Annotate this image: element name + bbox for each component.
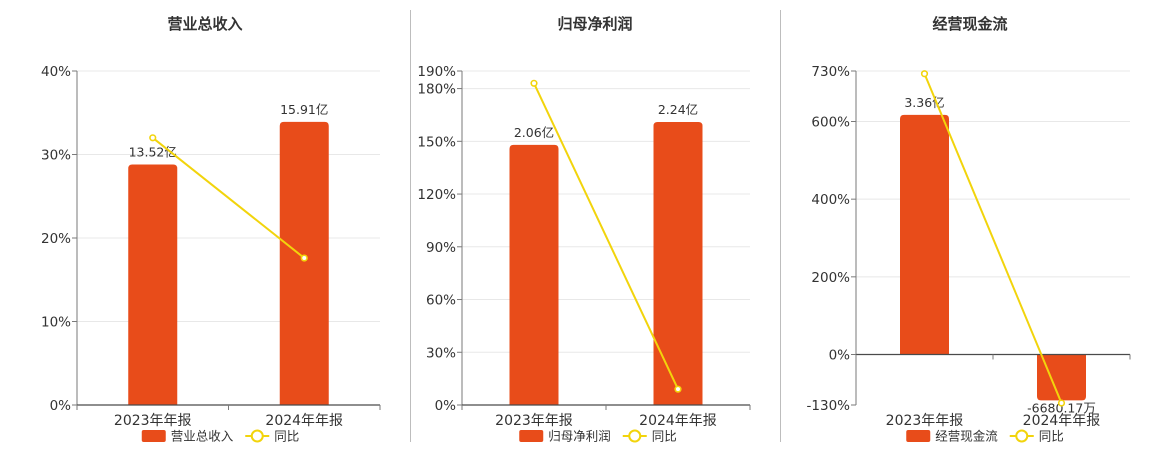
y-tick-label: 90% — [426, 240, 456, 256]
legend-bar-swatch — [519, 430, 544, 442]
legend-bar-label: 归母净利润 — [548, 429, 611, 444]
chart-title: 营业总收入 — [167, 15, 242, 33]
y-tick-label: 600% — [811, 114, 850, 130]
series-line — [923, 73, 1063, 404]
y-tick-label: 40% — [41, 64, 71, 80]
bar-data-label: 2.06亿 — [514, 125, 554, 140]
legend-line-label: 同比 — [1039, 429, 1064, 444]
x-tick-label: 2024年年报 — [639, 413, 717, 429]
chart-title: 归母净利润 — [557, 15, 632, 33]
legend: 营业总收入 同比 — [141, 429, 299, 444]
y-tick-label: 200% — [811, 270, 850, 286]
x-tick-label: 2024年年报 — [265, 413, 343, 429]
panel-divider — [410, 10, 411, 442]
chart-svg: 归母净利润 0% 30% 60% 90% 120% 150% 180% 190% 2.06亿 2.2… — [417, 15, 751, 444]
y-tick-label: 10% — [41, 315, 71, 331]
legend-line-marker — [628, 429, 642, 443]
bar-data-label: 15.91亿 — [280, 102, 328, 117]
series-line — [533, 82, 679, 390]
y-tick-label: -130% — [807, 398, 851, 414]
y-tick-label: 400% — [811, 192, 850, 208]
panel-divider — [780, 10, 781, 442]
bar — [509, 144, 559, 405]
legend: 归母净利润 同比 — [519, 429, 677, 444]
y-tick-label: 20% — [41, 231, 71, 247]
y-tick-label: 30% — [41, 148, 71, 164]
legend: 经营现金流 同比 — [906, 429, 1064, 444]
legend-bar-swatch — [906, 430, 931, 442]
y-tick-label: 190% — [417, 64, 456, 80]
legend-line-marker — [250, 429, 264, 443]
chart-svg: 经营现金流-130%0%200%400%600%730%3.36亿-6680.1… — [807, 15, 1131, 444]
bar-data-label: 2.24亿 — [658, 102, 698, 117]
x-tick-label: 2024年年报 — [1023, 413, 1101, 429]
y-tick-label: 180% — [417, 82, 456, 98]
line-point — [149, 134, 157, 142]
chart-panel: 归母净利润 0% 30% 60% 90% 120% 150% 180% 190% 2.06亿 2.2… — [410, 0, 780, 450]
chart-panel: 经营现金流 -130% 0% 200% 400% 600% 730% 3.36亿 -6680.1… — [780, 0, 1160, 450]
legend-bar-label: 营业总收入 — [171, 429, 234, 444]
legend-bar-swatch — [141, 430, 166, 442]
legend-line-label: 同比 — [652, 429, 677, 444]
y-tick-label: 0% — [829, 348, 851, 364]
bar — [279, 121, 329, 405]
legend-line-marker — [1015, 429, 1029, 443]
y-tick-label: 120% — [417, 187, 456, 203]
series-line — [152, 137, 305, 259]
bar — [900, 114, 949, 355]
chart-title: 经营现金流 — [932, 15, 1007, 33]
bar — [1037, 354, 1086, 401]
legend-line-label: 同比 — [274, 429, 299, 444]
x-tick-label: 2023年年报 — [886, 413, 964, 429]
y-tick-label: 730% — [811, 64, 850, 80]
line-point — [920, 70, 929, 78]
bar — [653, 121, 703, 406]
line-point — [674, 385, 682, 393]
x-tick-label: 2023年年报 — [495, 413, 573, 429]
y-tick-label: 0% — [435, 398, 457, 414]
y-tick-label: 60% — [426, 293, 456, 309]
legend-bar-label: 经营现金流 — [935, 429, 998, 444]
bar-data-label: -6680.17万 — [1027, 400, 1096, 415]
y-tick-label: 0% — [50, 398, 72, 414]
y-tick-label: 150% — [417, 134, 456, 150]
line-point — [300, 254, 308, 262]
bar — [128, 164, 178, 405]
x-tick-label: 2023年年报 — [114, 413, 192, 429]
line-point — [530, 79, 538, 87]
line-point — [1057, 399, 1066, 407]
chart-panel: 营业总收入 0% 10% 20% 30% 40% 13.52亿 15.91亿 2023年年报 20… — [0, 0, 410, 450]
y-tick-label: 30% — [426, 345, 456, 361]
